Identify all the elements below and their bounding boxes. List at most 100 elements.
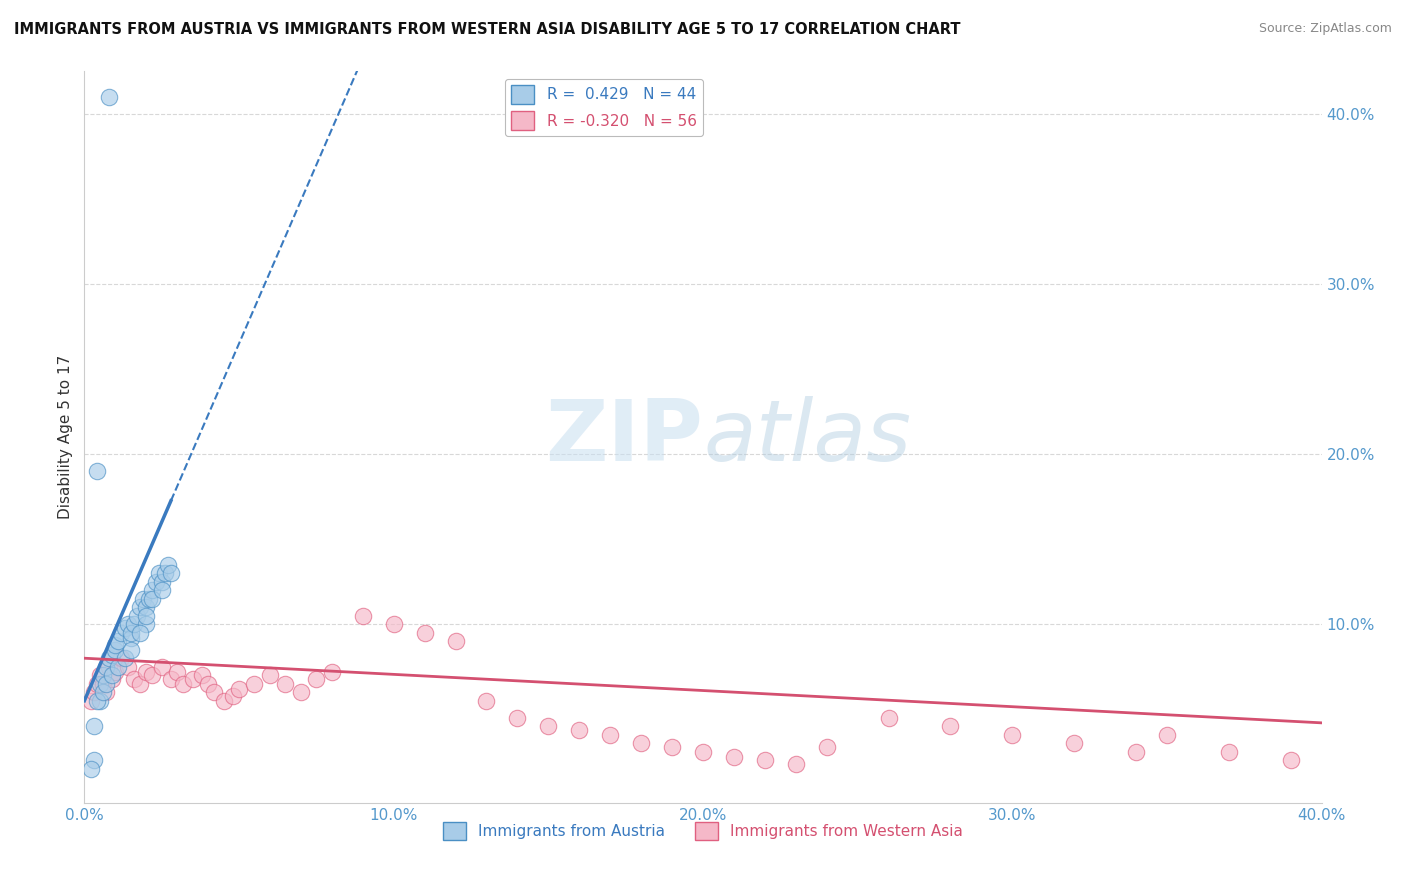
Point: [91, 668, 114, 682]
Point: [101, 668, 124, 682]
Point: [222, 689, 245, 703]
Point: [181, 672, 204, 686]
Point: [89, 668, 111, 682]
Point: [148, 566, 170, 581]
Point: [138, 591, 160, 606]
Point: [104, 642, 127, 657]
Point: [101, 672, 124, 686]
Text: Source: ZipAtlas.com: Source: ZipAtlas.com: [1258, 22, 1392, 36]
Point: [135, 608, 157, 623]
Point: [122, 672, 145, 686]
Point: [94, 659, 117, 673]
Point: [150, 659, 173, 673]
Point: [723, 750, 745, 764]
Point: [228, 681, 250, 696]
Point: [599, 728, 621, 742]
Point: [475, 694, 498, 708]
Point: [939, 719, 962, 733]
Point: [145, 574, 167, 589]
Point: [444, 634, 467, 648]
Point: [150, 574, 173, 589]
Point: [413, 625, 436, 640]
Point: [172, 677, 194, 691]
Point: [135, 665, 157, 679]
Point: [120, 625, 142, 640]
Point: [94, 685, 117, 699]
Point: [568, 723, 591, 737]
Point: [243, 677, 266, 691]
Text: atlas: atlas: [703, 395, 911, 479]
Point: [114, 651, 136, 665]
Point: [120, 631, 142, 645]
Point: [150, 583, 173, 598]
Legend: Immigrants from Austria, Immigrants from Western Asia: Immigrants from Austria, Immigrants from…: [436, 815, 970, 847]
Point: [104, 665, 127, 679]
Point: [129, 677, 152, 691]
Point: [212, 694, 235, 708]
Point: [754, 753, 776, 767]
Point: [1001, 728, 1024, 742]
Point: [83, 685, 105, 699]
Point: [125, 608, 148, 623]
Point: [290, 685, 312, 699]
Point: [104, 638, 127, 652]
Point: [86, 677, 108, 691]
Point: [160, 672, 183, 686]
Point: [815, 739, 838, 754]
Point: [537, 719, 560, 733]
Point: [1063, 736, 1085, 750]
Point: [153, 566, 176, 581]
Point: [89, 677, 111, 691]
Point: [661, 739, 683, 754]
Point: [98, 90, 121, 104]
Point: [191, 668, 214, 682]
Point: [94, 677, 117, 691]
Point: [506, 711, 529, 725]
Point: [91, 677, 114, 691]
Point: [91, 685, 114, 699]
Point: [98, 659, 121, 673]
Point: [785, 756, 807, 771]
Point: [156, 558, 179, 572]
Point: [110, 651, 132, 665]
Point: [135, 600, 157, 615]
Point: [129, 600, 152, 615]
Point: [382, 617, 405, 632]
Point: [877, 711, 900, 725]
Point: [117, 659, 139, 673]
Point: [135, 617, 157, 632]
Point: [132, 591, 155, 606]
Point: [1218, 745, 1240, 759]
Point: [141, 591, 163, 606]
Point: [197, 677, 219, 691]
Point: [110, 625, 132, 640]
Point: [122, 617, 145, 632]
Point: [274, 677, 297, 691]
Point: [630, 736, 652, 750]
Point: [202, 685, 225, 699]
Point: [86, 464, 108, 478]
Point: [117, 617, 139, 632]
Text: ZIP: ZIP: [546, 395, 703, 479]
Point: [107, 659, 129, 673]
Point: [259, 668, 281, 682]
Point: [107, 634, 129, 648]
Point: [166, 665, 188, 679]
Point: [120, 642, 142, 657]
Point: [1156, 728, 1178, 742]
Text: IMMIGRANTS FROM AUSTRIA VS IMMIGRANTS FROM WESTERN ASIA DISABILITY AGE 5 TO 17 C: IMMIGRANTS FROM AUSTRIA VS IMMIGRANTS FR…: [14, 22, 960, 37]
Point: [305, 672, 328, 686]
Point: [79, 762, 101, 776]
Point: [160, 566, 183, 581]
Point: [141, 668, 163, 682]
Point: [321, 665, 343, 679]
Point: [141, 583, 163, 598]
Point: [83, 753, 105, 767]
Point: [692, 745, 714, 759]
Point: [98, 651, 121, 665]
Point: [101, 648, 124, 662]
Point: [83, 719, 105, 733]
Point: [1279, 753, 1302, 767]
Point: [86, 694, 108, 708]
Point: [114, 621, 136, 635]
